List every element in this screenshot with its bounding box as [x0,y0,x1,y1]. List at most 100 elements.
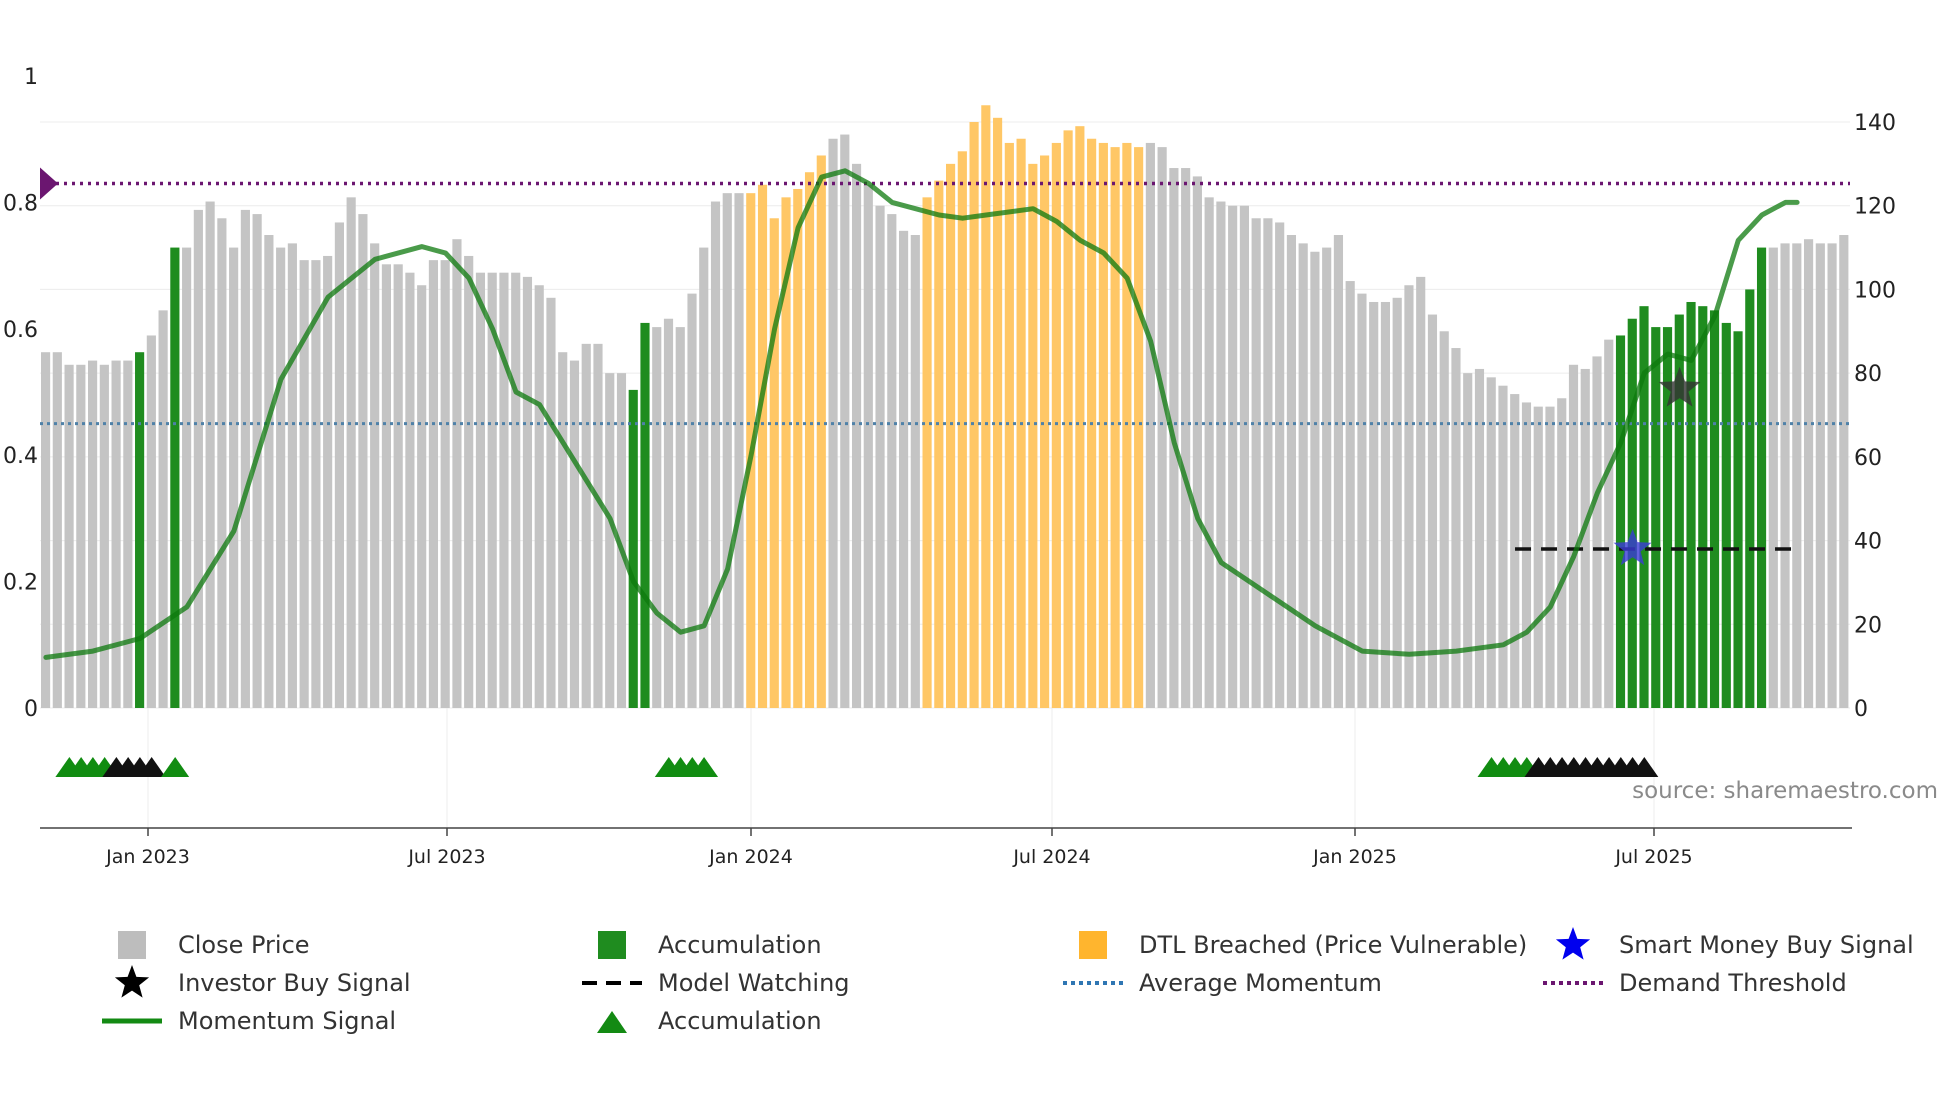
price-bar [652,327,662,708]
price-bar [1380,301,1391,708]
price-bar [581,343,591,708]
price-bar [910,235,920,708]
legend-symbol [1541,965,1605,1001]
price-bar [1604,339,1614,708]
price-bar [1275,222,1285,708]
price-bar [135,352,145,708]
x-tick-label: Jan 2024 [708,846,793,868]
price-bar [64,364,74,708]
price-bar [1474,368,1485,708]
legend-label: Investor Buy Signal [178,969,411,997]
price-bar [1192,176,1202,708]
price-bar [1004,142,1014,708]
price-bar [182,247,192,709]
accumulation-triangle [137,757,166,777]
legend-symbol [100,927,164,963]
price-bar [1134,147,1144,709]
legend-item[interactable]: Close Price [100,927,310,963]
price-bar [370,243,380,708]
price-bar [511,272,521,708]
price-bar [229,247,239,709]
price-bar [123,360,133,708]
price-bar [687,293,697,708]
price-bar [393,264,403,708]
price-bar [922,197,932,709]
price-bar [264,235,274,708]
price-bar [1557,398,1567,708]
price-bar [1345,281,1355,708]
dotted-purple-line-icon [1543,981,1603,985]
price-bar [1322,247,1332,709]
price-bar [405,272,415,708]
green-line-icon [102,1018,162,1024]
price-bar [1063,130,1073,708]
x-tick-label: Jul 2023 [407,846,485,868]
source-label: source: sharemaestro.com [1632,778,1938,804]
price-bar [1592,356,1602,708]
green-square-icon [598,931,626,959]
price-bar [1298,243,1308,708]
left-axis-tick-label: 0 [24,697,38,722]
price-bar [534,285,544,708]
price-bar [417,285,427,708]
legend-item[interactable]: Momentum Signal [100,1003,396,1039]
legend-item[interactable]: Demand Threshold [1541,965,1847,1001]
right-axis-tick-label: 100 [1854,278,1896,303]
price-bar [1686,301,1696,708]
x-tick-label: Jul 2025 [1614,846,1692,868]
x-tick-label: Jan 2025 [1312,846,1397,868]
price-bar [334,222,344,708]
price-bar [1310,251,1320,708]
legend-item[interactable]: Average Momentum [1061,965,1382,1001]
right-axis-tick-label: 60 [1854,446,1882,471]
price-bar [946,163,956,708]
price-bar [675,327,685,708]
price-bar [452,239,462,708]
price-bar [146,335,156,708]
left-axis-tick-label: 0.6 [3,318,38,343]
price-bar [546,297,556,708]
price-bar [1463,373,1473,708]
price-bar [734,193,744,708]
price-bar [1756,247,1767,709]
price-bar [1839,235,1849,708]
legend-symbol [1061,927,1125,963]
price-bar [699,247,709,709]
price-bar [1157,147,1167,709]
legend-item[interactable]: Model Watching [580,965,850,1001]
legend-item[interactable]: Accumulation [580,1003,822,1039]
blue-star-icon [1555,927,1591,960]
price-bar [1451,348,1461,708]
price-bar [346,197,356,709]
dashed-line-icon [582,981,642,985]
price-bar [1239,205,1249,708]
price-bar [88,360,98,708]
price-bar [1674,314,1684,708]
chart-canvas: Jan 2023 Jul 2023 Jan 2024 Jul 2024 Jan 2025… [3,65,1938,868]
price-bar [640,322,650,708]
price-bar [1733,331,1743,708]
price-bar [875,205,885,708]
legend-item[interactable]: Accumulation [580,927,822,963]
smart-money-buy-star [1613,528,1652,566]
price-bar [1792,243,1802,708]
legend-label: Average Momentum [1139,969,1382,997]
legend-item[interactable]: Investor Buy Signal [100,965,411,1001]
legend-item[interactable]: Smart Money Buy Signal [1541,927,1914,963]
price-bar [76,364,86,708]
price-bar [710,201,721,708]
x-tick-label: Jan 2023 [105,846,190,868]
left-axis-tick-label: 1 [24,65,38,90]
price-bar [781,197,791,709]
price-bar [569,360,580,708]
price-bar [934,180,944,709]
price-bar [957,151,967,709]
legend-item[interactable]: DTL Breached (Price Vulnerable) [1061,927,1527,963]
price-bar [1051,142,1061,708]
price-bar [52,352,62,708]
legend-label: Close Price [178,931,310,959]
demand-threshold-marker [40,167,58,200]
right-axis-tick-label: 20 [1854,613,1882,638]
legend-symbol [100,1003,164,1039]
legend-symbol [1541,927,1605,963]
